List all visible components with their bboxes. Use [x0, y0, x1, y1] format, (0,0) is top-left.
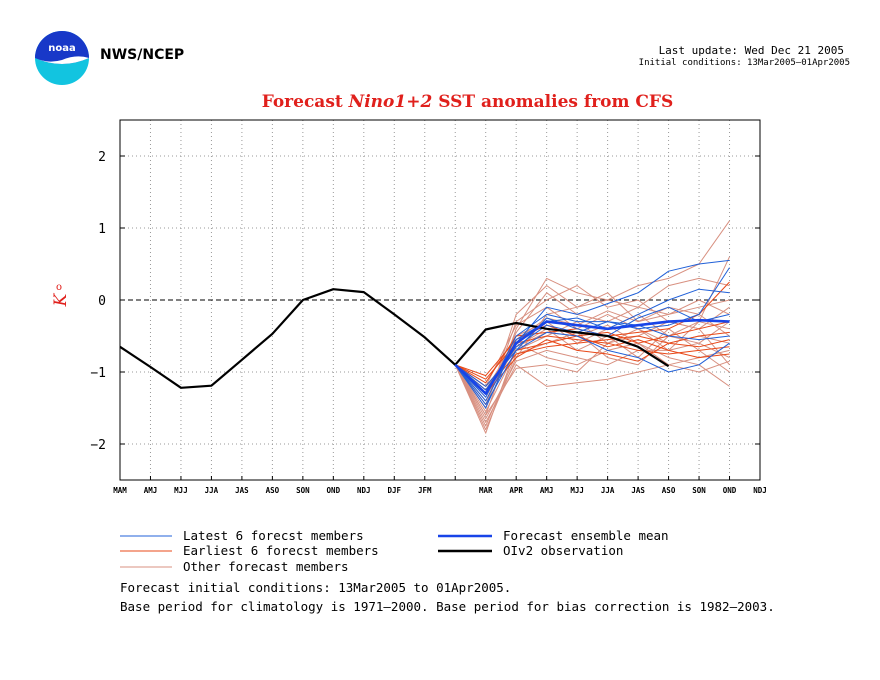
earliest-member-line [454, 331, 730, 395]
x-tick-label: JJA [601, 486, 615, 495]
other-member-line [454, 292, 730, 405]
x-tick-label: MJJ [570, 486, 584, 495]
x-tick-label: NDJ [357, 486, 371, 495]
y-axis-label: K [51, 292, 71, 307]
legend-earliest-label: Earliest 6 forecst members [183, 543, 379, 558]
y-axis-degree-sign: o [56, 282, 62, 293]
y-tick-label: 0 [98, 294, 106, 309]
agency-label: NWS/NCEP [100, 47, 185, 63]
x-tick-label: APR [509, 486, 523, 495]
x-tick-label: OND [723, 486, 737, 495]
note-initial-conditions: Forecast initial conditions: 13Mar2005 t… [120, 580, 512, 595]
y-tick-label: −1 [90, 366, 106, 381]
legend-obs-label: OIv2 observation [503, 543, 624, 558]
ensemble-mean-line [454, 318, 730, 395]
last-update: Last update: Wed Dec 21 2005 [658, 44, 844, 57]
other-member-line [454, 277, 730, 416]
x-tick-label: MJJ [174, 486, 188, 495]
observation-layer [119, 288, 670, 389]
noaa-logo-icon: noaa [35, 31, 89, 85]
title-suffix: SST anomalies from CFS [432, 92, 674, 112]
latest-member-line [454, 306, 730, 405]
y-tick-label: 1 [98, 222, 106, 237]
x-tick-label: SON [692, 486, 706, 495]
x-tick-label: SON [296, 486, 310, 495]
title-region: Nino1+2 [348, 92, 433, 112]
chart-title: Forecast Nino1+2 SST anomalies from CFS [0, 92, 880, 112]
x-tick-label: JAS [235, 486, 249, 495]
latest-member-line [454, 288, 730, 409]
note-base-period: Base period for climatology is 1971–2000… [120, 599, 775, 614]
x-tick-label: DJF [388, 486, 402, 495]
observation-line [119, 288, 670, 389]
title-prefix: Forecast [261, 92, 349, 112]
x-tick-label: ASO [662, 486, 676, 495]
x-tick-label: JAS [631, 486, 645, 495]
other-member-line [454, 285, 730, 409]
y-tick-label: −2 [90, 438, 106, 453]
initial-conditions: Initial conditions: 13Mar2005–01Apr2005 [638, 58, 850, 68]
legend-latest-label: Latest 6 forecst members [183, 528, 364, 543]
ensemble-mean-layer [454, 318, 730, 395]
legend-mean-label: Forecast ensemble mean [503, 528, 669, 543]
x-tick-label: NDJ [753, 486, 767, 495]
x-tick-label: MAM [113, 486, 127, 495]
plot-frame [119, 119, 761, 481]
x-tick-label: MAR [479, 486, 493, 495]
legend-other-label: Other forecast members [183, 559, 349, 574]
other-member-line [454, 256, 730, 416]
x-tick-label: JJA [205, 486, 219, 495]
x-tick-label: AMJ [144, 486, 158, 495]
x-tick-label: OND [327, 486, 341, 495]
x-tick-label: AMJ [540, 486, 554, 495]
grid-layer [120, 120, 760, 480]
y-tick-label: 2 [98, 150, 106, 165]
logo-text: noaa [48, 43, 76, 54]
axis-layer: MAM AMJ MJJ JJA JAS ASO SON OND NDJ DJF JFM MAR APR A… [90, 119, 767, 495]
latest-member-line [454, 259, 730, 402]
x-tick-label: JFM [418, 486, 432, 495]
x-tick-label: ASO [266, 486, 280, 495]
